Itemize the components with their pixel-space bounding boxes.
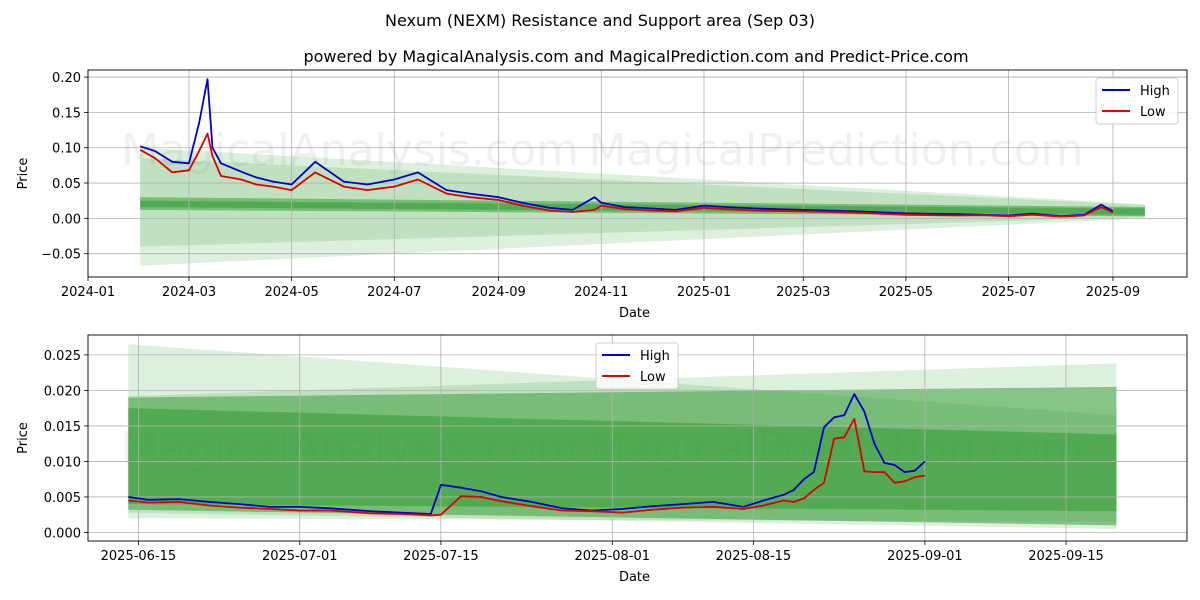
y-tick-label: 0.025 (44, 349, 81, 364)
x-tick-label: 2025-05 (879, 285, 933, 300)
y-axis-label: Price (16, 158, 31, 190)
x-axis-label: Date (619, 570, 650, 585)
x-tick-label: 2024-03 (162, 285, 216, 300)
y-tick-label: 0.005 (44, 491, 81, 506)
legend-label-high: High (1140, 84, 1170, 99)
watermark-text: MagicalAnalysis.com (121, 125, 579, 176)
legend: High Low (595, 342, 679, 390)
y-tick-label: 0.05 (52, 177, 81, 192)
y-tick-label: 0.015 (44, 420, 81, 435)
y-tick-label: 0.15 (52, 106, 81, 121)
watermark-text: MagicalPrediction.com (589, 125, 1084, 176)
y-tick-label: 0.00 (52, 212, 81, 227)
y-tick-label: −0.05 (41, 248, 81, 263)
x-tick-label: 2025-08-01 (575, 549, 651, 564)
x-tick-label: 2025-03 (776, 285, 830, 300)
legend-label-low: Low (640, 370, 666, 385)
x-tick-label: 2025-01 (677, 285, 731, 300)
series-line-low (128, 417, 926, 517)
support-resistance-band (128, 408, 1117, 512)
y-tick-label: 0.020 (44, 384, 81, 399)
legend-label-high: High (640, 349, 670, 364)
series-line-high (139, 78, 1114, 218)
x-tick-label: 2024-07 (367, 285, 421, 300)
y-tick-label: 0.010 (44, 455, 81, 470)
x-tick-label: 2024-11 (574, 285, 628, 300)
x-tick-label: 2025-09 (1086, 285, 1140, 300)
x-tick-label: 2024-01 (61, 285, 115, 300)
axes-frame (87, 69, 1188, 278)
x-tick-label: 2025-07-15 (403, 549, 479, 564)
x-tick-label: 2024-05 (264, 285, 318, 300)
x-tick-label: 2025-07 (981, 285, 1035, 300)
top-chart: MagicalAnalysis.com MagicalPrediction.com… (16, 69, 1188, 321)
series-line-low (139, 132, 1114, 218)
x-tick-label: 2025-06-15 (101, 549, 177, 564)
x-tick-label: 2025-09-15 (1028, 549, 1104, 564)
y-tick-label: 0.20 (52, 71, 81, 86)
legend-label-low: Low (1140, 105, 1166, 120)
x-tick-label: 2024-09 (471, 285, 525, 300)
y-tick-label: 0.10 (52, 142, 81, 157)
y-tick-label: 0.000 (44, 526, 81, 541)
chart-title: Nexum (NEXM) Resistance and Support area… (385, 11, 815, 30)
bottom-chart: MagicalAnalysis.comMagicalPrediction.com… (16, 334, 1188, 585)
x-axis-label: Date (619, 306, 650, 321)
chart-subtitle: powered by MagicalAnalysis.com and Magic… (303, 47, 968, 66)
x-tick-label: 2025-09-01 (887, 549, 963, 564)
series-line-high (128, 393, 926, 515)
x-tick-label: 2025-07-01 (262, 549, 338, 564)
y-axis-label: Price (16, 422, 31, 454)
axes-frame (87, 334, 1188, 542)
legend: High Low (1095, 77, 1179, 125)
x-tick-label: 2025-08-15 (716, 549, 792, 564)
